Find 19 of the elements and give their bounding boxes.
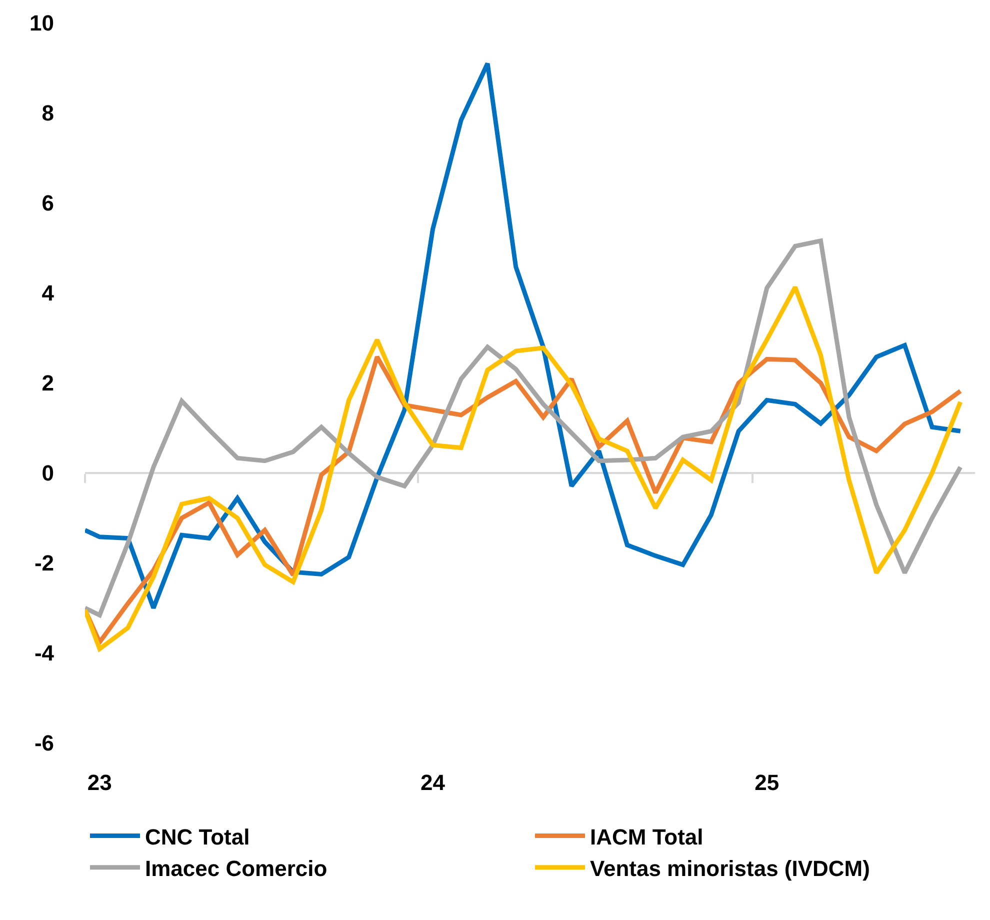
y-tick-label: -4 xyxy=(34,640,55,666)
y-tick-label: 2 xyxy=(42,370,54,396)
y-tick-label: 10 xyxy=(30,10,54,36)
line-series xyxy=(85,61,963,610)
legend-label: IACM Total xyxy=(590,824,704,850)
x-tick-label: 23 xyxy=(87,770,112,795)
y-tick-label: 0 xyxy=(42,460,54,486)
y-tick-label: 6 xyxy=(42,190,54,216)
y-tick-label: 4 xyxy=(42,280,55,306)
line-series xyxy=(85,284,963,652)
legend-label: Imacec Comercio xyxy=(145,856,328,881)
legend-label: Ventas minoristas (IVDCM) xyxy=(590,856,870,881)
x-tick-label: 25 xyxy=(754,770,780,795)
legend-label: CNC Total xyxy=(145,824,250,850)
y-tick-label: 8 xyxy=(42,100,54,126)
x-tick-label: 24 xyxy=(420,770,446,795)
y-tick-label: -2 xyxy=(34,550,54,576)
line-series xyxy=(85,238,963,618)
y-tick-label: -6 xyxy=(34,730,54,756)
